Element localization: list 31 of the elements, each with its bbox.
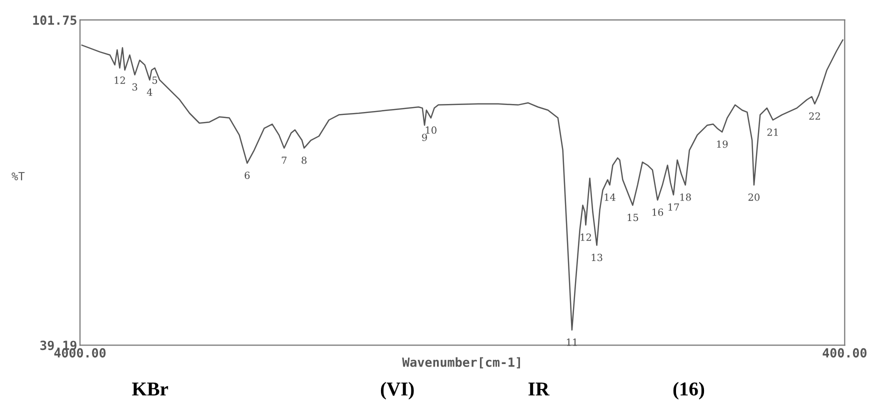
- annotation: 12: [114, 76, 125, 84]
- x-tick-label: 400.00: [822, 348, 867, 358]
- annotation: 15: [628, 214, 638, 222]
- annotation: 19: [717, 140, 728, 148]
- x-tick-label: 4000.00: [54, 348, 106, 358]
- annotation: 14: [604, 193, 616, 201]
- text: IR: [528, 382, 550, 396]
- annotation: 18: [680, 193, 691, 201]
- annotation: 4: [146, 88, 152, 96]
- annotation: 5: [152, 76, 158, 84]
- annotation: 3: [132, 83, 138, 91]
- annotation: 22: [809, 112, 820, 120]
- annotation: 17: [668, 203, 679, 211]
- annotation: 10: [426, 126, 436, 134]
- annotation: 9: [422, 134, 427, 142]
- y-tick-label: 101.75: [33, 15, 76, 25]
- annotation: 20: [748, 193, 760, 201]
- annotation: 16: [652, 208, 664, 216]
- y-axis-title: %T: [12, 172, 25, 180]
- annotation: 21: [767, 128, 778, 136]
- text: KBr: [132, 382, 168, 396]
- annotation: 7: [282, 156, 287, 164]
- annotation: 11: [566, 338, 577, 346]
- annotation: 13: [592, 254, 602, 262]
- text: (16): [673, 382, 704, 400]
- annotation: 12: [580, 234, 591, 241]
- annotation: 8: [302, 156, 307, 164]
- line-series: [81, 39, 844, 331]
- x-axis-title: Wavenumber[cm-1]: [402, 357, 520, 368]
- text: (VI): [380, 382, 414, 400]
- annotation: 6: [244, 172, 250, 180]
